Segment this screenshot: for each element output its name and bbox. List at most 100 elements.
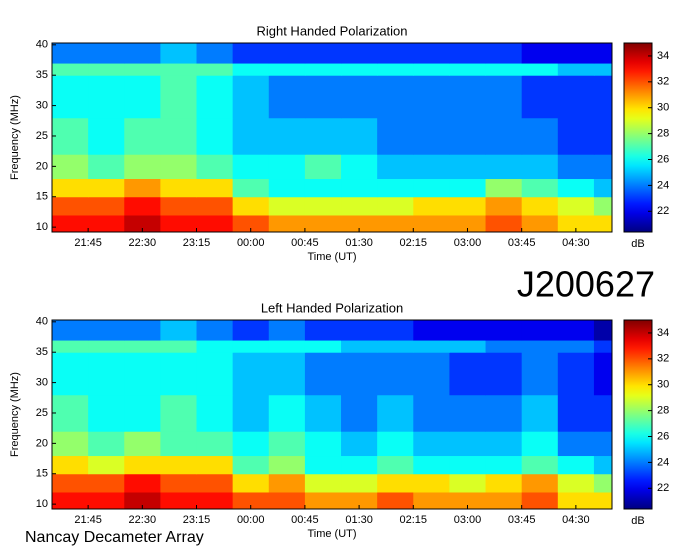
heatmap-cell: [485, 394, 523, 432]
heatmap-cell: [232, 75, 270, 119]
heatmap-cell: [124, 320, 161, 341]
heatmap-cell: [88, 214, 125, 233]
x-tick-label: 01:30: [345, 514, 373, 526]
heatmap-cell: [341, 320, 378, 341]
y-tick-label: 25: [36, 407, 48, 419]
heatmap-cell: [196, 431, 234, 457]
heatmap-cell: [593, 473, 613, 493]
heatmap-cell: [341, 154, 378, 180]
heatmap-cell: [413, 473, 450, 493]
heatmap-cell: [413, 431, 450, 457]
heatmap-cell: [268, 154, 306, 180]
colorbar-tick-label: 24: [657, 179, 669, 191]
panel-title: Right Handed Polarization: [256, 23, 407, 38]
heatmap-cell: [124, 455, 161, 475]
heatmap-cell: [268, 473, 306, 493]
heatmap-cell: [377, 340, 414, 353]
heatmap-cell: [377, 214, 414, 233]
y-tick-label: 35: [36, 69, 48, 81]
heatmap-cell: [196, 455, 234, 475]
heatmap-cell: [593, 178, 613, 198]
heatmap-cell: [304, 352, 342, 396]
heatmap-cell: [521, 352, 559, 396]
colorbar-tick-label: 22: [657, 205, 669, 217]
heatmap-cell: [485, 320, 523, 341]
heatmap-cell: [593, 43, 613, 64]
y-tick-label: 15: [36, 191, 48, 203]
colorbar: [623, 319, 653, 510]
heatmap-cell: [268, 455, 306, 475]
heatmap-cell: [52, 117, 89, 155]
heatmap-cell: [341, 340, 378, 353]
colorbar-tick-label: 32: [657, 76, 669, 88]
heatmap-cell: [232, 214, 270, 233]
heatmap-cell: [52, 154, 89, 180]
heatmap-cell: [413, 75, 450, 119]
heatmap-cell: [160, 63, 198, 76]
heatmap-cell: [449, 394, 487, 432]
heatmap-cell: [196, 473, 234, 493]
heatmap-cell: [304, 491, 342, 510]
heatmap-cell: [88, 491, 125, 510]
heatmap-cell: [593, 75, 613, 119]
colorbar-tick-label: 34: [657, 50, 669, 62]
heatmap-cell: [413, 43, 450, 64]
heatmap-cell: [124, 63, 161, 76]
heatmap-cell: [485, 340, 523, 353]
x-tick-label: 00:00: [237, 514, 265, 526]
heatmap-cell: [413, 214, 450, 233]
heatmap-cell: [413, 394, 450, 432]
heatmap-cell: [341, 43, 378, 64]
heatmap-cell: [304, 320, 342, 341]
heatmap-cell: [88, 320, 125, 341]
y-axis-label: Frequency (MHz): [9, 372, 21, 457]
heatmap-cell: [196, 196, 234, 216]
heatmap-cell: [485, 178, 523, 198]
heatmap-cell: [160, 117, 198, 155]
colorbar-tick-label: 24: [657, 456, 669, 468]
heatmap-cell: [593, 394, 613, 432]
heatmap-cell: [88, 154, 125, 180]
x-tick-label: 03:45: [508, 514, 536, 526]
heatmap-cell: [593, 214, 613, 233]
heatmap-cell: [196, 43, 234, 64]
heatmap-cell: [557, 473, 595, 493]
heatmap-cell: [88, 63, 125, 76]
heatmap-cell: [88, 455, 125, 475]
heatmap-cell: [449, 154, 487, 180]
heatmap-cell: [52, 43, 89, 64]
heatmap-cell: [593, 320, 613, 341]
heatmap-cell: [88, 43, 125, 64]
heatmap-cell: [521, 196, 559, 216]
heatmap-cell: [268, 320, 306, 341]
heatmap-cell: [88, 394, 125, 432]
plot-frame: [51, 42, 613, 233]
heatmap-cell: [557, 75, 595, 119]
heatmap-cell: [449, 214, 487, 233]
heatmap-cell: [485, 63, 523, 76]
heatmap-cell: [521, 473, 559, 493]
heatmap-cell: [196, 340, 234, 353]
heatmap-cell: [485, 473, 523, 493]
heatmap-cell: [52, 214, 89, 233]
heatmap-cell: [196, 394, 234, 432]
heatmap-cell: [449, 352, 487, 396]
y-tick-label: 40: [36, 316, 48, 328]
heatmap-cell: [52, 491, 89, 510]
heatmap-cell: [413, 63, 450, 76]
x-tick-label: 03:45: [508, 237, 536, 249]
heatmap-cell: [449, 340, 487, 353]
heatmap-cell: [521, 491, 559, 510]
heatmap-cell: [593, 491, 613, 510]
heatmap-cell: [304, 178, 342, 198]
heatmap-cell: [304, 394, 342, 432]
heatmap-cell: [52, 340, 89, 353]
heatmap-cell: [160, 43, 198, 64]
heatmap-cell: [557, 394, 595, 432]
heatmap-cell: [413, 196, 450, 216]
x-tick-label: 04:30: [562, 514, 590, 526]
x-axis-label: Time (UT): [307, 528, 356, 540]
heatmap-cell: [557, 340, 595, 353]
heatmap-cell: [341, 117, 378, 155]
heatmap-cell: [160, 431, 198, 457]
